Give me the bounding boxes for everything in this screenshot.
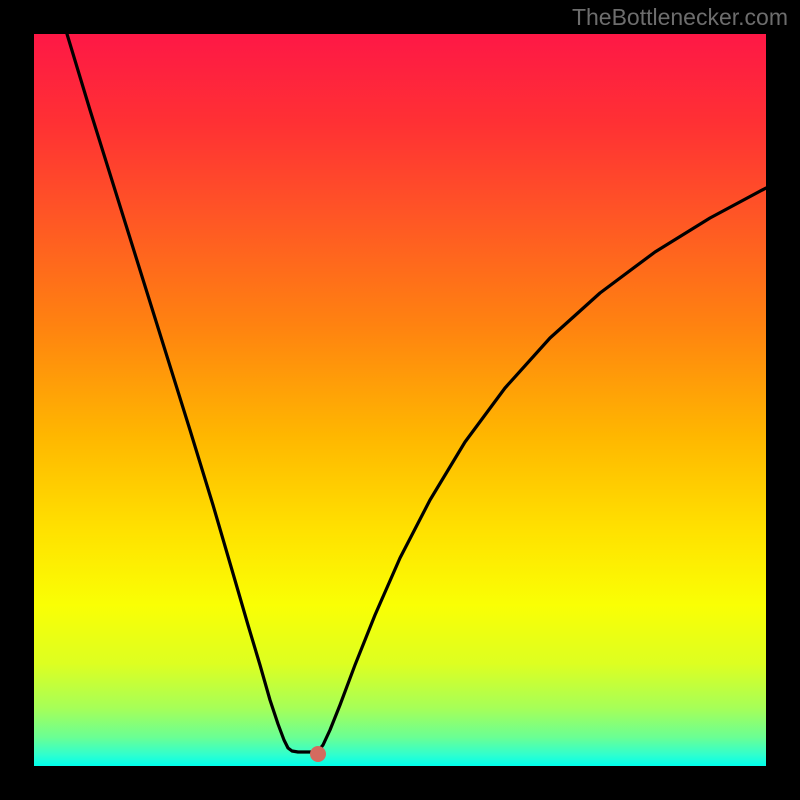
chart-background-gradient xyxy=(34,34,766,766)
watermark-text: TheBottlenecker.com xyxy=(572,4,788,31)
chart-container: TheBottlenecker.com xyxy=(0,0,800,800)
optimum-marker xyxy=(310,746,326,762)
chart-svg xyxy=(0,0,800,800)
